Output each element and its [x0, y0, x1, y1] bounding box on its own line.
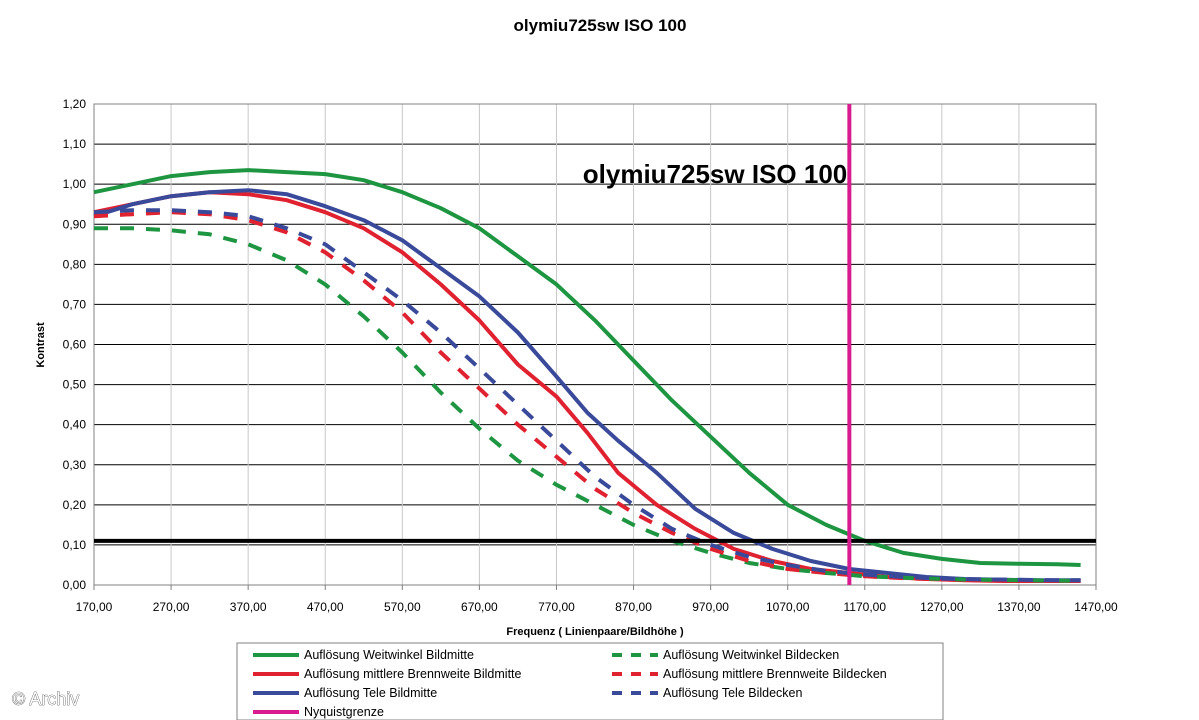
series-line-4: [93, 210, 1081, 583]
y-tick-label: 0,60: [63, 338, 87, 352]
y-tick-label: 1,10: [63, 137, 87, 151]
y-tick-label: 1,00: [63, 177, 87, 191]
x-axis-label: Frequenz ( Linienpaare/Bildhöhe ): [506, 626, 684, 638]
legend-label: Auflösung mittlere Brennweite Bildmitte: [304, 667, 522, 681]
chart-title: olymiu725sw ISO 100: [514, 16, 687, 35]
x-tick-label: 870,00: [615, 600, 652, 614]
x-tick-label: 770,00: [538, 600, 575, 614]
y-tick-labels: 0,00 0,10 0,20 0,30 0,40 0,50 0,60 0,70 0,80 0,90…: [63, 97, 87, 592]
series-line-1: [93, 190, 1081, 583]
y-tick-label: 0,80: [63, 257, 87, 271]
series-line-0: [93, 168, 1081, 567]
y-tick-label: 1,20: [63, 97, 87, 111]
legend-label: Auflösung Weitwinkel Bildecken: [663, 648, 839, 662]
x-tick-label: 170,00: [76, 600, 113, 614]
y-tick-label: 0,20: [63, 498, 87, 512]
x-tick-label: 1470,00: [1074, 600, 1118, 614]
inner-title: olymiu725sw ISO 100: [583, 159, 847, 189]
x-tick-label: 1170,00: [844, 600, 887, 614]
series-line-5: [93, 208, 1081, 583]
x-tick-label: 270,00: [153, 600, 190, 614]
plot-area: [93, 103, 1097, 586]
x-tick-label: 1070,00: [766, 600, 810, 614]
x-tick-labels: 170,00 270,00 370,00 470,00 570,00 670,00 770,…: [76, 600, 1118, 614]
x-tick-label: 370,00: [230, 600, 267, 614]
legend-label: Auflösung mittlere Brennweite Bildecken: [663, 667, 887, 681]
x-tick-label: 970,00: [692, 600, 729, 614]
series-line-3: [94, 226, 1081, 583]
y-axis-label: Kontrast: [35, 322, 47, 368]
x-tick-label: 470,00: [307, 600, 344, 614]
y-tick-label: 0,90: [63, 217, 87, 231]
y-tick-label: 0,40: [63, 418, 87, 432]
legend-label: Auflösung Tele Bildecken: [663, 686, 802, 700]
x-tick-label: 1370,00: [997, 600, 1041, 614]
legend-entries: Auflösung Weitwinkel Bildmitte Auflösung …: [253, 648, 887, 719]
legend-label: Nyquistgrenze: [304, 705, 384, 719]
x-tick-label: 1270,00: [920, 600, 964, 614]
legend: [236, 642, 944, 720]
series-line-2: [93, 188, 1081, 583]
y-tick-label: 0,50: [63, 378, 87, 392]
y-tick-label: 0,10: [63, 538, 87, 552]
legend-label: Auflösung Tele Bildmitte: [304, 686, 437, 700]
x-tick-label: 670,00: [461, 600, 498, 614]
y-tick-label: 0,70: [63, 297, 87, 311]
credit: © Archiv: [12, 689, 79, 709]
x-tick-label: 570,00: [384, 600, 421, 614]
y-tick-label: 0,00: [63, 578, 87, 592]
series-group: [93, 168, 1081, 583]
y-tick-label: 0,30: [63, 458, 87, 472]
legend-label: Auflösung Weitwinkel Bildmitte: [304, 648, 474, 662]
